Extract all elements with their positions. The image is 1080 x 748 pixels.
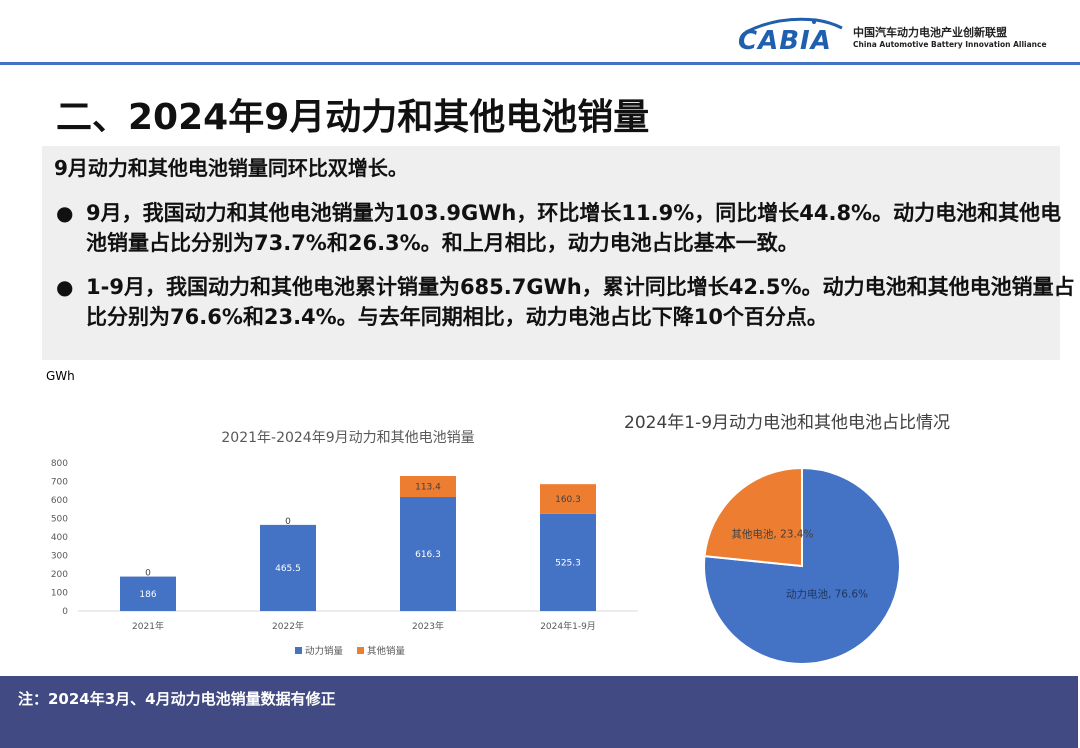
bullet-dot-icon: ●: [56, 275, 74, 299]
y-tick-label: 700: [51, 478, 68, 488]
data-label: 160.3: [555, 495, 581, 505]
y-tick-label: 200: [51, 570, 68, 580]
pie-data-label: 其他电池, 23.4%: [731, 527, 813, 540]
cabia-logo: CABIA 中国汽车动力电池产业创新联盟 China Automotive Ba…: [738, 14, 1047, 56]
y-tick-label: 400: [51, 533, 68, 543]
y-tick-label: 0: [62, 607, 68, 617]
pie-chart: 动力电池, 76.6% 其他电池, 23.4%: [703, 466, 901, 665]
bar-segment: [400, 476, 456, 497]
bar-segment: [540, 484, 596, 514]
logo-text: CABIA: [738, 26, 832, 56]
data-label: 0: [285, 517, 291, 527]
pie-data-label: 动力电池, 76.6%: [786, 588, 868, 601]
bullet-text: 1-9月，我国动力和其他电池累计销量为685.7GWh，累计同比增长42.5%。…: [86, 275, 1075, 329]
legend-swatch: [357, 647, 364, 654]
x-tick-label: 2024年1-9月: [540, 620, 596, 632]
org-name-cn: 中国汽车动力电池产业创新联盟: [853, 26, 1007, 39]
legend-label: 其他销量: [367, 645, 406, 657]
data-label: 0: [145, 569, 151, 579]
summary-box: 9月动力和其他电池销量同环比双增长。 ● 9月，我国动力和其他电池销量为103.…: [42, 146, 1075, 360]
data-label: 525.3: [555, 558, 581, 568]
y-tick-label: 300: [51, 552, 68, 562]
summary-headline: 9月动力和其他电池销量同环比双增长。: [54, 156, 408, 180]
legend-label: 动力销量: [305, 645, 344, 657]
bar-segment: [120, 576, 176, 611]
header-divider: [0, 62, 1080, 65]
bar-chart-legend: 动力销量 其他销量: [295, 645, 406, 657]
bar-chart-marks: 186 0 465.5 0 616.3 113.4 525.3 160.3: [120, 476, 596, 611]
page-title: 二、2024年9月动力和其他电池销量: [56, 97, 650, 138]
bar-chart: 2021年-2024年9月动力和其他电池销量 0 100 200 300 400 500 6…: [51, 430, 638, 657]
bar-segment: [260, 524, 316, 611]
org-name-en: China Automotive Battery Innovation Alli…: [853, 40, 1047, 49]
y-tick-label: 500: [51, 515, 68, 525]
x-tick-label: 2021年: [132, 620, 164, 632]
bullet-text: 9月，我国动力和其他电池销量为103.9GWh，环比增长11.9%，同比增长44…: [86, 201, 1062, 255]
chart-unit-label: GWh: [46, 369, 75, 383]
y-tick-label: 800: [51, 459, 68, 469]
bar-chart-title: 2021年-2024年9月动力和其他电池销量: [221, 430, 474, 446]
x-tick-label: 2022年: [272, 620, 304, 632]
page-header: CABIA 中国汽车动力电池产业创新联盟 China Automotive Ba…: [0, 0, 1080, 68]
bar-segment: [400, 496, 456, 611]
y-tick-label: 600: [51, 496, 68, 506]
footer-bar: 注：2024年3月、4月动力电池销量数据有修正: [0, 676, 1078, 748]
data-label: 616.3: [415, 550, 441, 560]
data-label: 465.5: [275, 564, 301, 574]
legend-swatch: [295, 647, 302, 654]
footer-note: 注：2024年3月、4月动力电池销量数据有修正: [18, 690, 336, 708]
data-label: 186: [139, 590, 156, 600]
pie-chart-title: 2024年1-9月动力电池和其他电池占比情况: [624, 413, 951, 433]
data-label: 113.4: [415, 482, 441, 492]
x-tick-label: 2023年: [412, 620, 444, 632]
pie-slice: [703, 466, 803, 568]
logo-swoosh-icon: [745, 17, 843, 34]
bar-segment: [540, 513, 596, 611]
y-tick-label: 100: [51, 589, 68, 599]
bullet-dot-icon: ●: [56, 201, 74, 225]
